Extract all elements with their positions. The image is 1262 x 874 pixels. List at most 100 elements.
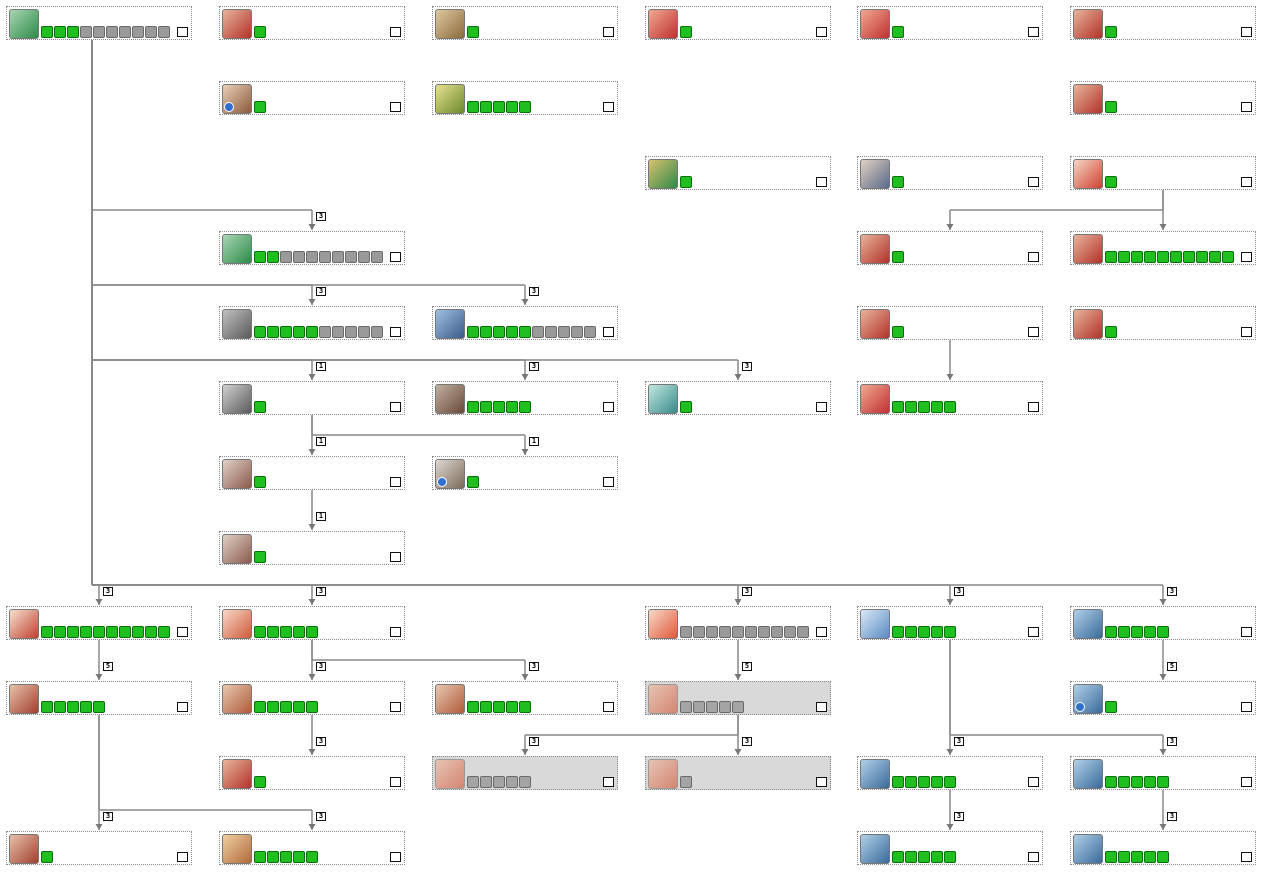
level-pip [93, 26, 105, 38]
skill-icon [9, 9, 39, 39]
skill-node-ranged-pwr-up-1[interactable] [432, 306, 618, 340]
skill-node-sidestep-tackle[interactable] [1070, 306, 1256, 340]
skill-name [467, 84, 613, 99]
level-pip [1118, 851, 1130, 863]
level-pip [905, 851, 917, 863]
max-level-label [177, 852, 188, 862]
required-level-label: 3 [316, 287, 326, 296]
level-pip [306, 701, 318, 713]
skill-node-melee-power-up-1[interactable] [219, 306, 405, 340]
skill-node-first-arts-perfect-attack-addition[interactable] [432, 6, 618, 40]
connector-arrow-icon [1159, 674, 1167, 680]
level-pip [680, 401, 692, 413]
skill-name [680, 9, 826, 24]
skill-name [254, 534, 400, 549]
skill-node-sidestep[interactable] [1070, 156, 1256, 190]
connector-arrow-icon [521, 449, 529, 455]
skill-node-enhanced-attack[interactable] [432, 381, 618, 415]
skill-level-bar [892, 26, 904, 38]
skill-node-perfect-recovery-heal[interactable] [857, 381, 1043, 415]
skill-node-rapid-fire-mastery[interactable] [1070, 756, 1256, 790]
skill-icon [860, 609, 890, 639]
skill-node-perfect-recovery[interactable] [857, 306, 1043, 340]
skill-node-charged-shot[interactable] [1070, 606, 1256, 640]
level-pip [1105, 776, 1117, 788]
level-pip [41, 701, 53, 713]
skill-node-combat-finish[interactable] [432, 681, 618, 715]
skill-name [1105, 759, 1251, 774]
skill-node-basic-stance-critical[interactable] [219, 831, 405, 865]
skill-level-bar [41, 851, 53, 863]
skill-node-basic-stance[interactable] [6, 606, 192, 640]
required-level-label: 5 [1167, 662, 1177, 671]
skill-name [1105, 684, 1251, 699]
skill-node-basic-stance-up[interactable] [6, 681, 192, 715]
skill-node-quick-mate[interactable] [645, 381, 831, 415]
skill-node-precision-stance-up[interactable] [645, 681, 831, 715]
skill-node-katana-combat[interactable] [219, 606, 405, 640]
max-level-label [816, 702, 827, 712]
level-pip [719, 626, 731, 638]
skill-level-bar [680, 626, 809, 638]
skill-name [892, 234, 1038, 249]
max-level-label [816, 777, 827, 787]
skill-level-bar [892, 251, 904, 263]
skill-node-katana-focus-boost[interactable] [432, 456, 618, 490]
skill-node-rapid-fire[interactable] [857, 606, 1043, 640]
connector-arrow-icon [946, 824, 954, 830]
skill-node-counter-bonus[interactable] [219, 531, 405, 565]
skill-node-precision-stance-critical[interactable] [432, 756, 618, 790]
skill-node-combat-p-attack-bonus[interactable] [219, 681, 405, 715]
level-pip [1105, 26, 1117, 38]
skill-name [254, 684, 400, 699]
skill-node-air-reversal[interactable] [645, 6, 831, 40]
level-pip [93, 701, 105, 713]
skill-node-bow-charge-bonus[interactable] [1070, 681, 1256, 715]
skill-icon [222, 684, 252, 714]
skill-node-combat-escape[interactable] [219, 756, 405, 790]
level-pip [506, 776, 518, 788]
skill-glyph-icon [10, 610, 38, 638]
max-level-label [390, 27, 401, 37]
connector-arrow-icon [308, 599, 316, 605]
level-pip [680, 176, 692, 188]
skill-node-rapid-fire-up-2[interactable] [857, 831, 1043, 865]
skill-glyph-icon [436, 385, 464, 413]
max-level-label [816, 27, 827, 37]
skill-node-advanced-rapid-fire[interactable] [1070, 831, 1256, 865]
skill-level-bar [892, 626, 956, 638]
skill-node-sidestep-strike[interactable] [857, 231, 1043, 265]
skill-node-perf-recovery-atk-combo[interactable] [857, 6, 1043, 40]
level-pip [1118, 626, 1130, 638]
skill-level-bar [1105, 251, 1234, 263]
connector-arrow-icon [308, 524, 316, 530]
max-level-label [390, 477, 401, 487]
skill-node-precision-stance-charge[interactable] [645, 756, 831, 790]
level-pip [506, 101, 518, 113]
skill-node-braver-combination[interactable] [219, 81, 405, 115]
skill-node-katana-focus[interactable] [219, 381, 405, 415]
skill-name [467, 309, 613, 324]
level-pip [493, 701, 505, 713]
skill-node-double-jump[interactable] [1070, 6, 1256, 40]
skill-node-dexterity-up-1[interactable] [6, 6, 192, 40]
level-pip [254, 326, 266, 338]
connector-arrow-icon [734, 749, 742, 755]
skill-node-arms-enthusiast-braver[interactable] [645, 156, 831, 190]
required-level-label: 3 [103, 812, 113, 821]
skill-node-rapid-fire-up-1[interactable] [857, 756, 1043, 790]
skill-node-high-level-bonus-braver[interactable] [432, 81, 618, 115]
skill-node-sidestep-jump[interactable] [219, 6, 405, 40]
skill-node-basic-stance-charge[interactable] [6, 831, 192, 865]
skill-node-counter-edge[interactable] [219, 456, 405, 490]
skill-node-sidestep-perf-atk-combo[interactable] [1070, 81, 1256, 115]
level-pip [371, 326, 383, 338]
skill-node-braver-mag[interactable] [857, 156, 1043, 190]
level-pip [892, 401, 904, 413]
skill-icon [9, 609, 39, 639]
skill-node-dexterity-up-2[interactable] [219, 231, 405, 265]
skill-name [254, 84, 400, 99]
skill-node-sidestep-plus[interactable] [1070, 231, 1256, 265]
level-pip [293, 701, 305, 713]
skill-node-precision-stance[interactable] [645, 606, 831, 640]
